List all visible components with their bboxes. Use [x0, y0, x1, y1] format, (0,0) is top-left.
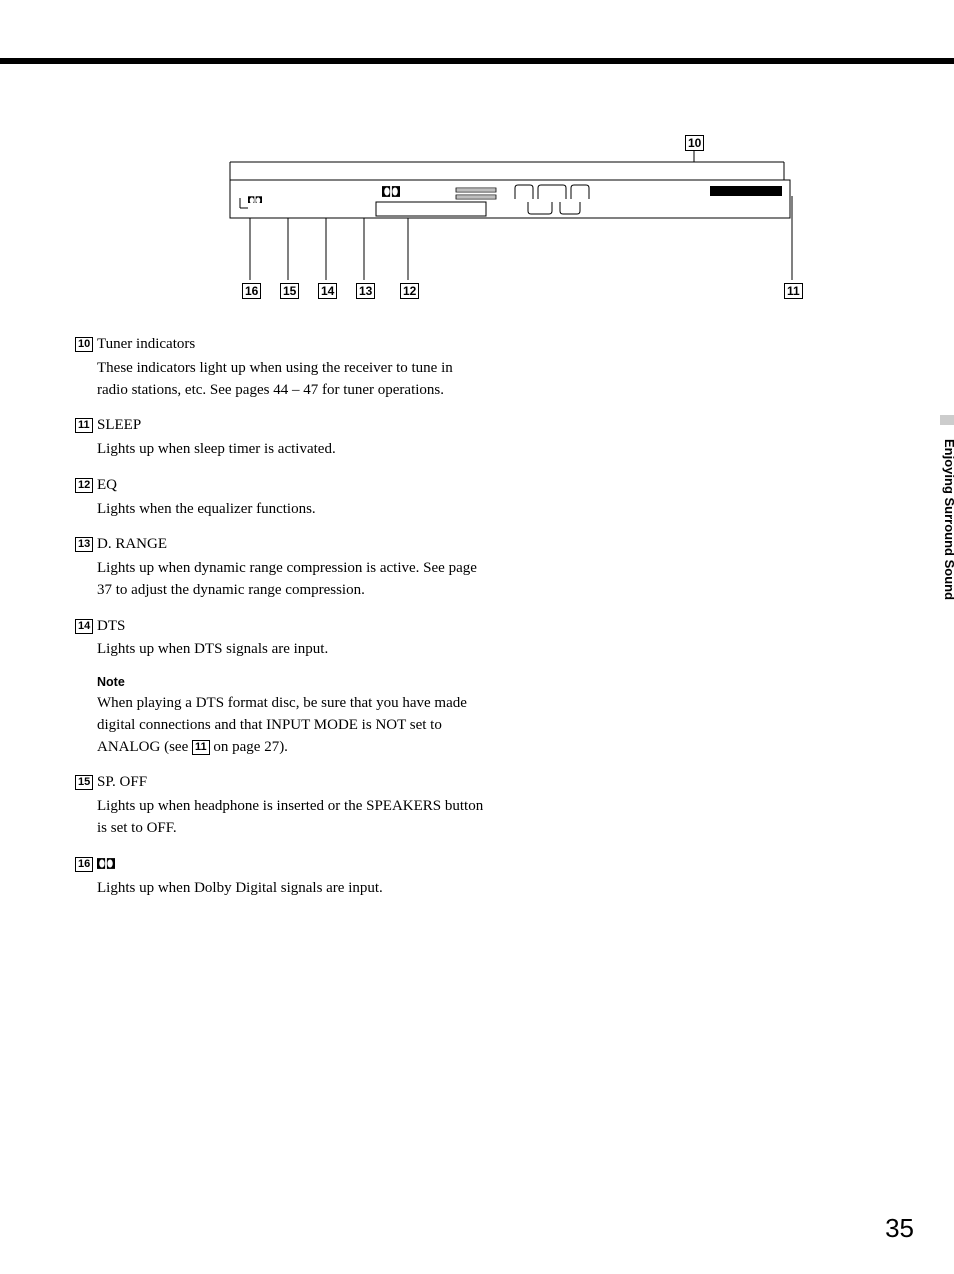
indicator-item-11: 11 SLEEPLights up when sleep timer is act…	[75, 415, 485, 461]
item-description: Lights up when headphone is inserted or …	[97, 796, 485, 840]
item-description: Lights when the equalizer functions.	[97, 499, 485, 521]
item-title: D. RANGE	[97, 534, 485, 556]
item-description: Lights up when dynamic range compression…	[97, 558, 485, 602]
diagram-callout-11: 11	[784, 283, 803, 299]
item-number-box: 13	[75, 537, 93, 552]
item-number-box: 15	[75, 775, 93, 790]
item-number-box: 11	[75, 418, 93, 433]
item-title: DTS	[97, 616, 485, 638]
display-diagram: 10 16 15 14 13 12 11	[80, 134, 874, 304]
item-title: SLEEP	[97, 415, 485, 437]
dolby-icon	[97, 855, 115, 877]
indicator-list: 10 Tuner indicatorsThese indicators light…	[75, 334, 485, 900]
item-number-box: 16	[75, 857, 93, 872]
item-description: Lights up when sleep timer is activated.	[97, 439, 485, 461]
indicator-item-14: 14 DTSLights up when DTS signals are inpu…	[75, 616, 485, 759]
diagram-svg	[80, 134, 880, 304]
diagram-callout-10: 10	[685, 135, 704, 151]
page-number: 35	[885, 1213, 914, 1244]
diagram-callout-13: 13	[356, 283, 375, 299]
indicator-item-16: 16 Lights up when Dolby Digital signals …	[75, 854, 485, 901]
item-number-box: 12	[75, 478, 93, 493]
note-ref-box: 11	[192, 740, 210, 755]
section-tab-label: Enjoying Surround Sound	[942, 439, 954, 600]
item-description: Lights up when Dolby Digital signals are…	[97, 878, 485, 900]
note-label: Note	[97, 673, 485, 691]
diagram-callout-16: 16	[242, 283, 261, 299]
indicator-item-15: 15 SP. OFFLights up when headphone is ins…	[75, 772, 485, 839]
indicator-item-10: 10 Tuner indicatorsThese indicators light…	[75, 334, 485, 401]
item-title: EQ	[97, 475, 485, 497]
diagram-callout-15: 15	[280, 283, 299, 299]
header-rule	[0, 58, 954, 64]
section-tab: Enjoying Surround Sound	[940, 415, 954, 625]
indicator-item-13: 13 D. RANGELights up when dynamic range c…	[75, 534, 485, 601]
section-tab-cap	[940, 415, 954, 425]
item-number-box: 14	[75, 619, 93, 634]
item-title: SP. OFF	[97, 772, 485, 794]
indicator-item-12: 12 EQLights when the equalizer functions.	[75, 475, 485, 521]
item-title: Tuner indicators	[97, 334, 485, 356]
item-number-box: 10	[75, 337, 93, 352]
diagram-callout-14: 14	[318, 283, 337, 299]
note-body: When playing a DTS format disc, be sure …	[97, 693, 485, 758]
item-description: Lights up when DTS signals are input.	[97, 639, 485, 661]
item-description: These indicators light up when using the…	[97, 358, 485, 402]
item-title	[97, 854, 485, 877]
diagram-callout-12: 12	[400, 283, 419, 299]
